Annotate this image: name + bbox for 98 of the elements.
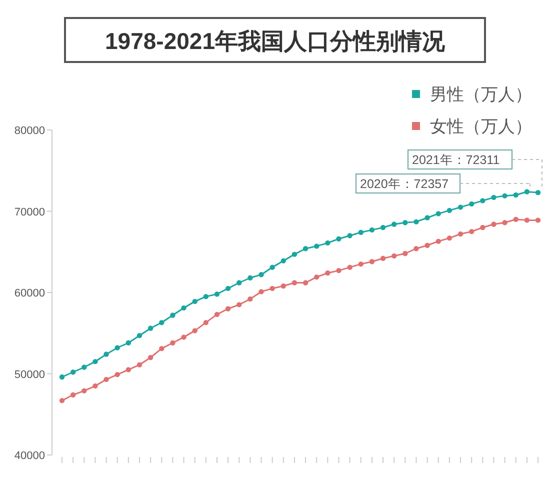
point [491, 222, 496, 227]
point [181, 305, 186, 311]
point [136, 362, 142, 368]
point [181, 334, 186, 340]
point [70, 392, 76, 398]
point [347, 264, 352, 270]
point [270, 264, 275, 270]
point [502, 193, 508, 198]
point [236, 280, 242, 286]
y-tick-label: 80000 [14, 125, 45, 137]
legend-label: 女性（万人） [430, 117, 532, 136]
annotation: 2020年：72357 [360, 177, 449, 191]
point [104, 352, 109, 357]
point [70, 370, 76, 375]
point [380, 256, 386, 261]
chart-title: 1978-2021年我国人口分性别情况 [105, 28, 446, 54]
point [104, 376, 109, 382]
point [458, 204, 464, 210]
point [424, 242, 430, 248]
point [148, 326, 154, 331]
point [248, 275, 253, 280]
point [114, 372, 120, 378]
point [358, 261, 364, 267]
point [468, 228, 474, 234]
point [446, 235, 452, 241]
y-tick-label: 60000 [14, 288, 45, 300]
point [458, 231, 464, 237]
point [292, 280, 298, 286]
point [513, 216, 518, 222]
point [192, 328, 198, 334]
point [325, 240, 330, 246]
point [59, 398, 65, 404]
point [414, 246, 419, 252]
point [391, 222, 397, 227]
point [159, 346, 164, 352]
point [170, 312, 176, 318]
point [314, 244, 320, 249]
point [203, 294, 209, 300]
annotation: 2021年：72311 [412, 153, 500, 167]
point [225, 306, 231, 312]
point [280, 283, 286, 289]
point [325, 270, 330, 276]
point [314, 274, 320, 280]
point [114, 345, 120, 350]
point [59, 374, 65, 380]
point [136, 332, 142, 338]
point [92, 358, 98, 364]
point [513, 192, 518, 198]
point [414, 219, 419, 224]
point [248, 296, 253, 302]
point [258, 289, 264, 294]
point [358, 230, 364, 235]
point [126, 367, 132, 372]
point [302, 280, 308, 286]
point [214, 312, 220, 318]
point [491, 194, 496, 200]
point [236, 302, 242, 308]
point [159, 320, 164, 326]
point [468, 201, 474, 207]
point [436, 238, 441, 244]
point [280, 258, 286, 264]
point [336, 236, 342, 242]
point [302, 246, 308, 252]
point [170, 340, 176, 346]
point [258, 272, 264, 278]
point [502, 220, 508, 226]
point [336, 268, 342, 274]
point [82, 364, 87, 370]
point [369, 259, 375, 264]
point [446, 208, 452, 214]
point [148, 354, 154, 360]
point [347, 233, 352, 238]
point [369, 227, 375, 233]
point [402, 250, 408, 256]
point [391, 253, 397, 259]
y-tick-label: 70000 [14, 206, 45, 218]
point [380, 224, 386, 230]
point [92, 383, 98, 389]
y-tick-label: 50000 [14, 368, 45, 381]
point [535, 190, 541, 196]
point [535, 218, 541, 223]
point [524, 218, 530, 223]
point [480, 224, 486, 230]
legend-label: 男性（万人） [430, 85, 532, 104]
point [424, 215, 430, 220]
point [225, 286, 231, 292]
point [480, 198, 486, 204]
point [524, 189, 530, 194]
point [203, 320, 209, 326]
point [436, 211, 441, 216]
point [214, 292, 220, 297]
point [402, 220, 408, 226]
y-tick-label: 40000 [14, 450, 45, 462]
point [292, 252, 298, 257]
point [82, 388, 87, 394]
point [270, 286, 275, 292]
point [126, 340, 132, 346]
point [192, 298, 198, 304]
